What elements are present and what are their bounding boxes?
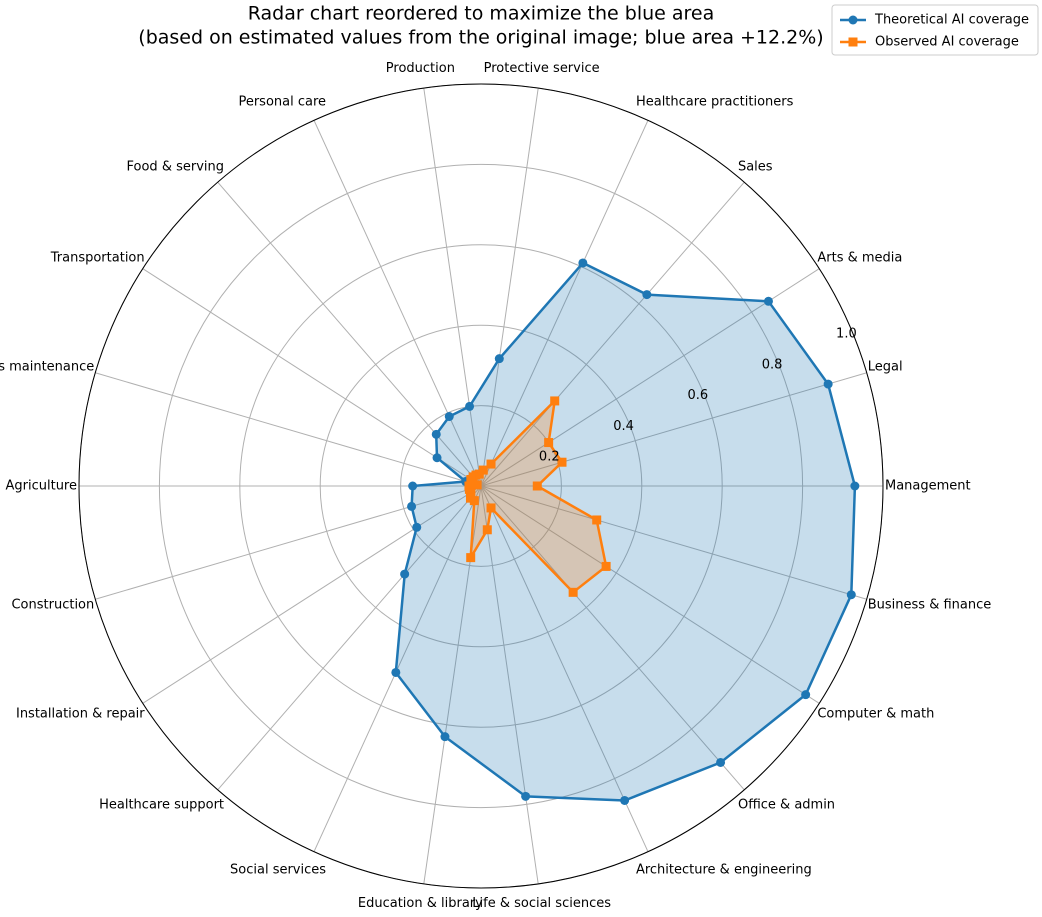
outer-frame: [78, 83, 884, 889]
spoke: [217, 485, 482, 791]
category-label: Sales: [738, 160, 773, 175]
series-marker: [444, 412, 454, 422]
series-marker: [469, 496, 479, 506]
chart-subtitle: (based on estimated values from the orig…: [138, 27, 823, 49]
series-marker: [601, 561, 611, 571]
spoke: [480, 485, 820, 704]
category-label: Arts & media: [817, 250, 902, 265]
series-marker: [408, 481, 418, 491]
category-label: Architecture & engineering: [636, 862, 812, 877]
series-marker: [407, 501, 417, 511]
series-marker: [391, 667, 401, 677]
series-marker: [486, 503, 496, 513]
series-marker: [550, 396, 560, 406]
series-marker: [846, 590, 856, 600]
series-marker: [465, 401, 475, 411]
series-marker: [850, 481, 860, 491]
legend: Theoretical AI coverage Observed AI cover…: [831, 4, 1039, 56]
category-label: Installation & repair: [16, 707, 145, 722]
series-marker: [432, 453, 442, 463]
r-tick-label: 0.2: [539, 450, 560, 465]
series-marker: [801, 690, 811, 700]
series-marker: [412, 522, 422, 532]
series-marker: [544, 438, 554, 448]
spoke: [142, 485, 482, 704]
category-label: Agriculture: [6, 479, 78, 494]
series-marker: [642, 290, 652, 300]
series-marker: [400, 569, 410, 579]
category-label: Healthcare support: [99, 797, 224, 812]
category-label: Life & social sciences: [472, 896, 611, 911]
spoke: [480, 181, 745, 487]
category-label: Production: [386, 61, 455, 76]
spoke: [480, 485, 867, 600]
series-marker: [466, 553, 476, 563]
category-label: Construction: [11, 597, 94, 612]
category-label: Transportation: [50, 250, 145, 265]
legend-marker: [848, 37, 858, 47]
series-marker: [440, 732, 450, 742]
series-marker: [466, 488, 476, 498]
spoke: [95, 372, 482, 487]
category-label: Business & finance: [868, 597, 992, 612]
series-marker: [568, 587, 578, 597]
category-label: Personal care: [238, 95, 326, 110]
spoke: [480, 485, 539, 884]
series-marker: [716, 757, 726, 767]
category-label: Office & admin: [738, 797, 835, 812]
r-tick-label: 0.4: [613, 419, 634, 434]
category-label: Healthcare practitioners: [636, 95, 794, 110]
category-label: Grounds maintenance: [0, 360, 94, 375]
category-label: Management: [885, 479, 971, 494]
spoke: [142, 268, 482, 487]
category-label: Food & serving: [127, 160, 225, 175]
r-tick-label: 0.6: [687, 388, 708, 403]
series-marker: [532, 481, 542, 491]
series-marker: [823, 379, 833, 389]
legend-label: Observed AI coverage: [875, 35, 1019, 50]
category-label: Legal: [868, 360, 903, 375]
series-marker: [472, 480, 482, 490]
legend-label: Theoretical AI coverage: [874, 13, 1029, 28]
spoke: [95, 485, 482, 600]
series-marker: [592, 515, 602, 525]
spoke: [480, 485, 745, 791]
series-marker: [763, 296, 773, 306]
spoke: [480, 120, 649, 487]
series-marker: [557, 457, 567, 467]
category-label: Computer & math: [817, 707, 934, 722]
series-marker: [482, 525, 492, 535]
series-area: [395, 262, 855, 801]
spoke: [423, 88, 482, 487]
series-marker: [486, 459, 496, 469]
series-marker: [431, 429, 441, 439]
series-marker: [466, 474, 476, 484]
spoke: [480, 88, 539, 487]
legend-box: [831, 4, 1039, 56]
spoke: [480, 372, 867, 487]
series-area: [468, 400, 607, 593]
r-tick-label: 0.8: [762, 357, 783, 372]
category-label: Social services: [230, 862, 326, 877]
legend-marker: [848, 15, 858, 25]
category-label: Protective service: [484, 61, 600, 76]
spoke: [313, 120, 482, 487]
category-label: Education & library: [358, 896, 483, 911]
spoke: [480, 485, 649, 852]
chart-title: Radar chart reordered to maximize the bl…: [248, 3, 715, 25]
series-marker: [521, 791, 531, 801]
series-marker: [578, 258, 588, 268]
spoke: [480, 268, 820, 487]
series-marker: [620, 795, 630, 805]
series-marker: [494, 354, 504, 364]
r-tick-label: 1.0: [836, 327, 857, 342]
